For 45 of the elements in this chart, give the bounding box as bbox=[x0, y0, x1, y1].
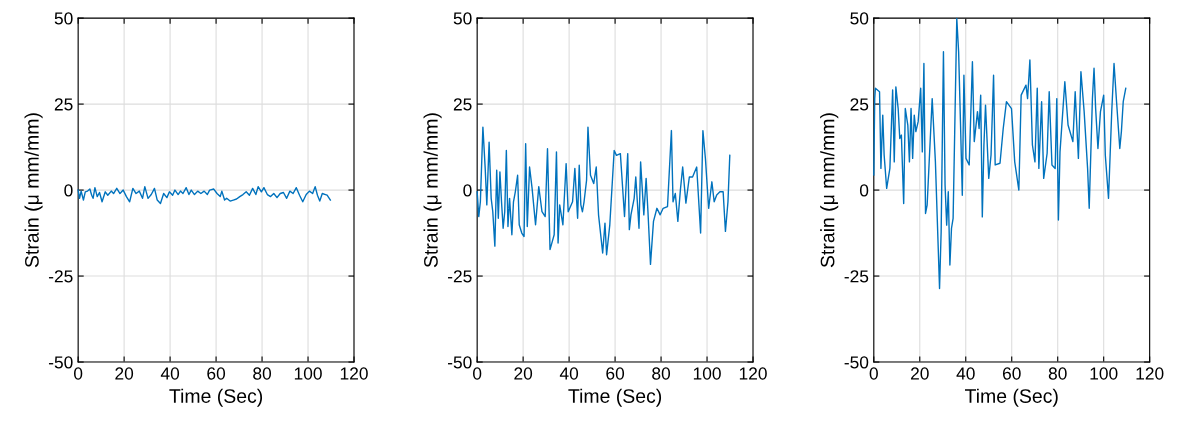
y-tick-label: 0 bbox=[859, 184, 869, 197]
line-series bbox=[77, 185, 332, 205]
x-tick-label: 80 bbox=[652, 367, 671, 380]
y-tick-label: -50 bbox=[844, 356, 869, 369]
y-axis-title: Strain (μ mm/mm) bbox=[423, 113, 442, 268]
x-tick-label: 20 bbox=[514, 367, 533, 380]
x-tick-label: 40 bbox=[956, 367, 975, 380]
x-tick-label: 0 bbox=[73, 367, 83, 380]
y-tick-label: 50 bbox=[453, 12, 472, 25]
x-tick-label: 80 bbox=[253, 367, 272, 380]
x-tick-label: 120 bbox=[340, 367, 368, 380]
x-tick-label: 100 bbox=[1090, 367, 1118, 380]
x-tick-label: 120 bbox=[1136, 367, 1164, 380]
y-tick-label: 0 bbox=[64, 184, 73, 197]
x-tick-label: 100 bbox=[693, 367, 721, 380]
x-tick-label: 40 bbox=[559, 367, 579, 380]
x-tick-label: 80 bbox=[1048, 367, 1067, 380]
line-series bbox=[476, 126, 731, 266]
y-tick-label: 25 bbox=[453, 98, 472, 111]
x-axis-title: Time (Sec) bbox=[568, 388, 662, 407]
y-tick-label: -50 bbox=[447, 356, 472, 369]
line-series bbox=[873, 17, 1127, 290]
y-tick-label: 25 bbox=[850, 98, 869, 111]
x-tick-label: 0 bbox=[869, 367, 878, 380]
x-tick-label: 20 bbox=[910, 367, 929, 380]
x-tick-label: 120 bbox=[739, 367, 767, 380]
x-tick-label: 20 bbox=[115, 367, 134, 380]
x-axis-title: Time (Sec) bbox=[169, 388, 263, 407]
y-tick-label: -50 bbox=[48, 356, 73, 369]
y-axis-title: Strain (μ mm/mm) bbox=[24, 113, 43, 268]
x-tick-label: 60 bbox=[1002, 367, 1021, 380]
x-tick-label: 100 bbox=[294, 367, 322, 380]
y-tick-label: -25 bbox=[844, 270, 869, 283]
x-tick-label: 60 bbox=[207, 367, 226, 380]
y-tick-label: 50 bbox=[850, 12, 869, 25]
y-tick-label: 25 bbox=[54, 98, 73, 111]
y-tick-label: -25 bbox=[447, 270, 472, 283]
y-tick-label: 50 bbox=[54, 12, 73, 25]
y-axis-title: Strain (μ mm/mm) bbox=[820, 113, 839, 268]
x-tick-label: 0 bbox=[473, 367, 482, 380]
x-tick-label: 40 bbox=[160, 367, 180, 380]
x-tick-label: 60 bbox=[606, 367, 625, 380]
x-axis-title: Time (Sec) bbox=[965, 388, 1058, 407]
y-tick-label: -25 bbox=[48, 270, 73, 283]
y-tick-label: 0 bbox=[463, 184, 472, 197]
